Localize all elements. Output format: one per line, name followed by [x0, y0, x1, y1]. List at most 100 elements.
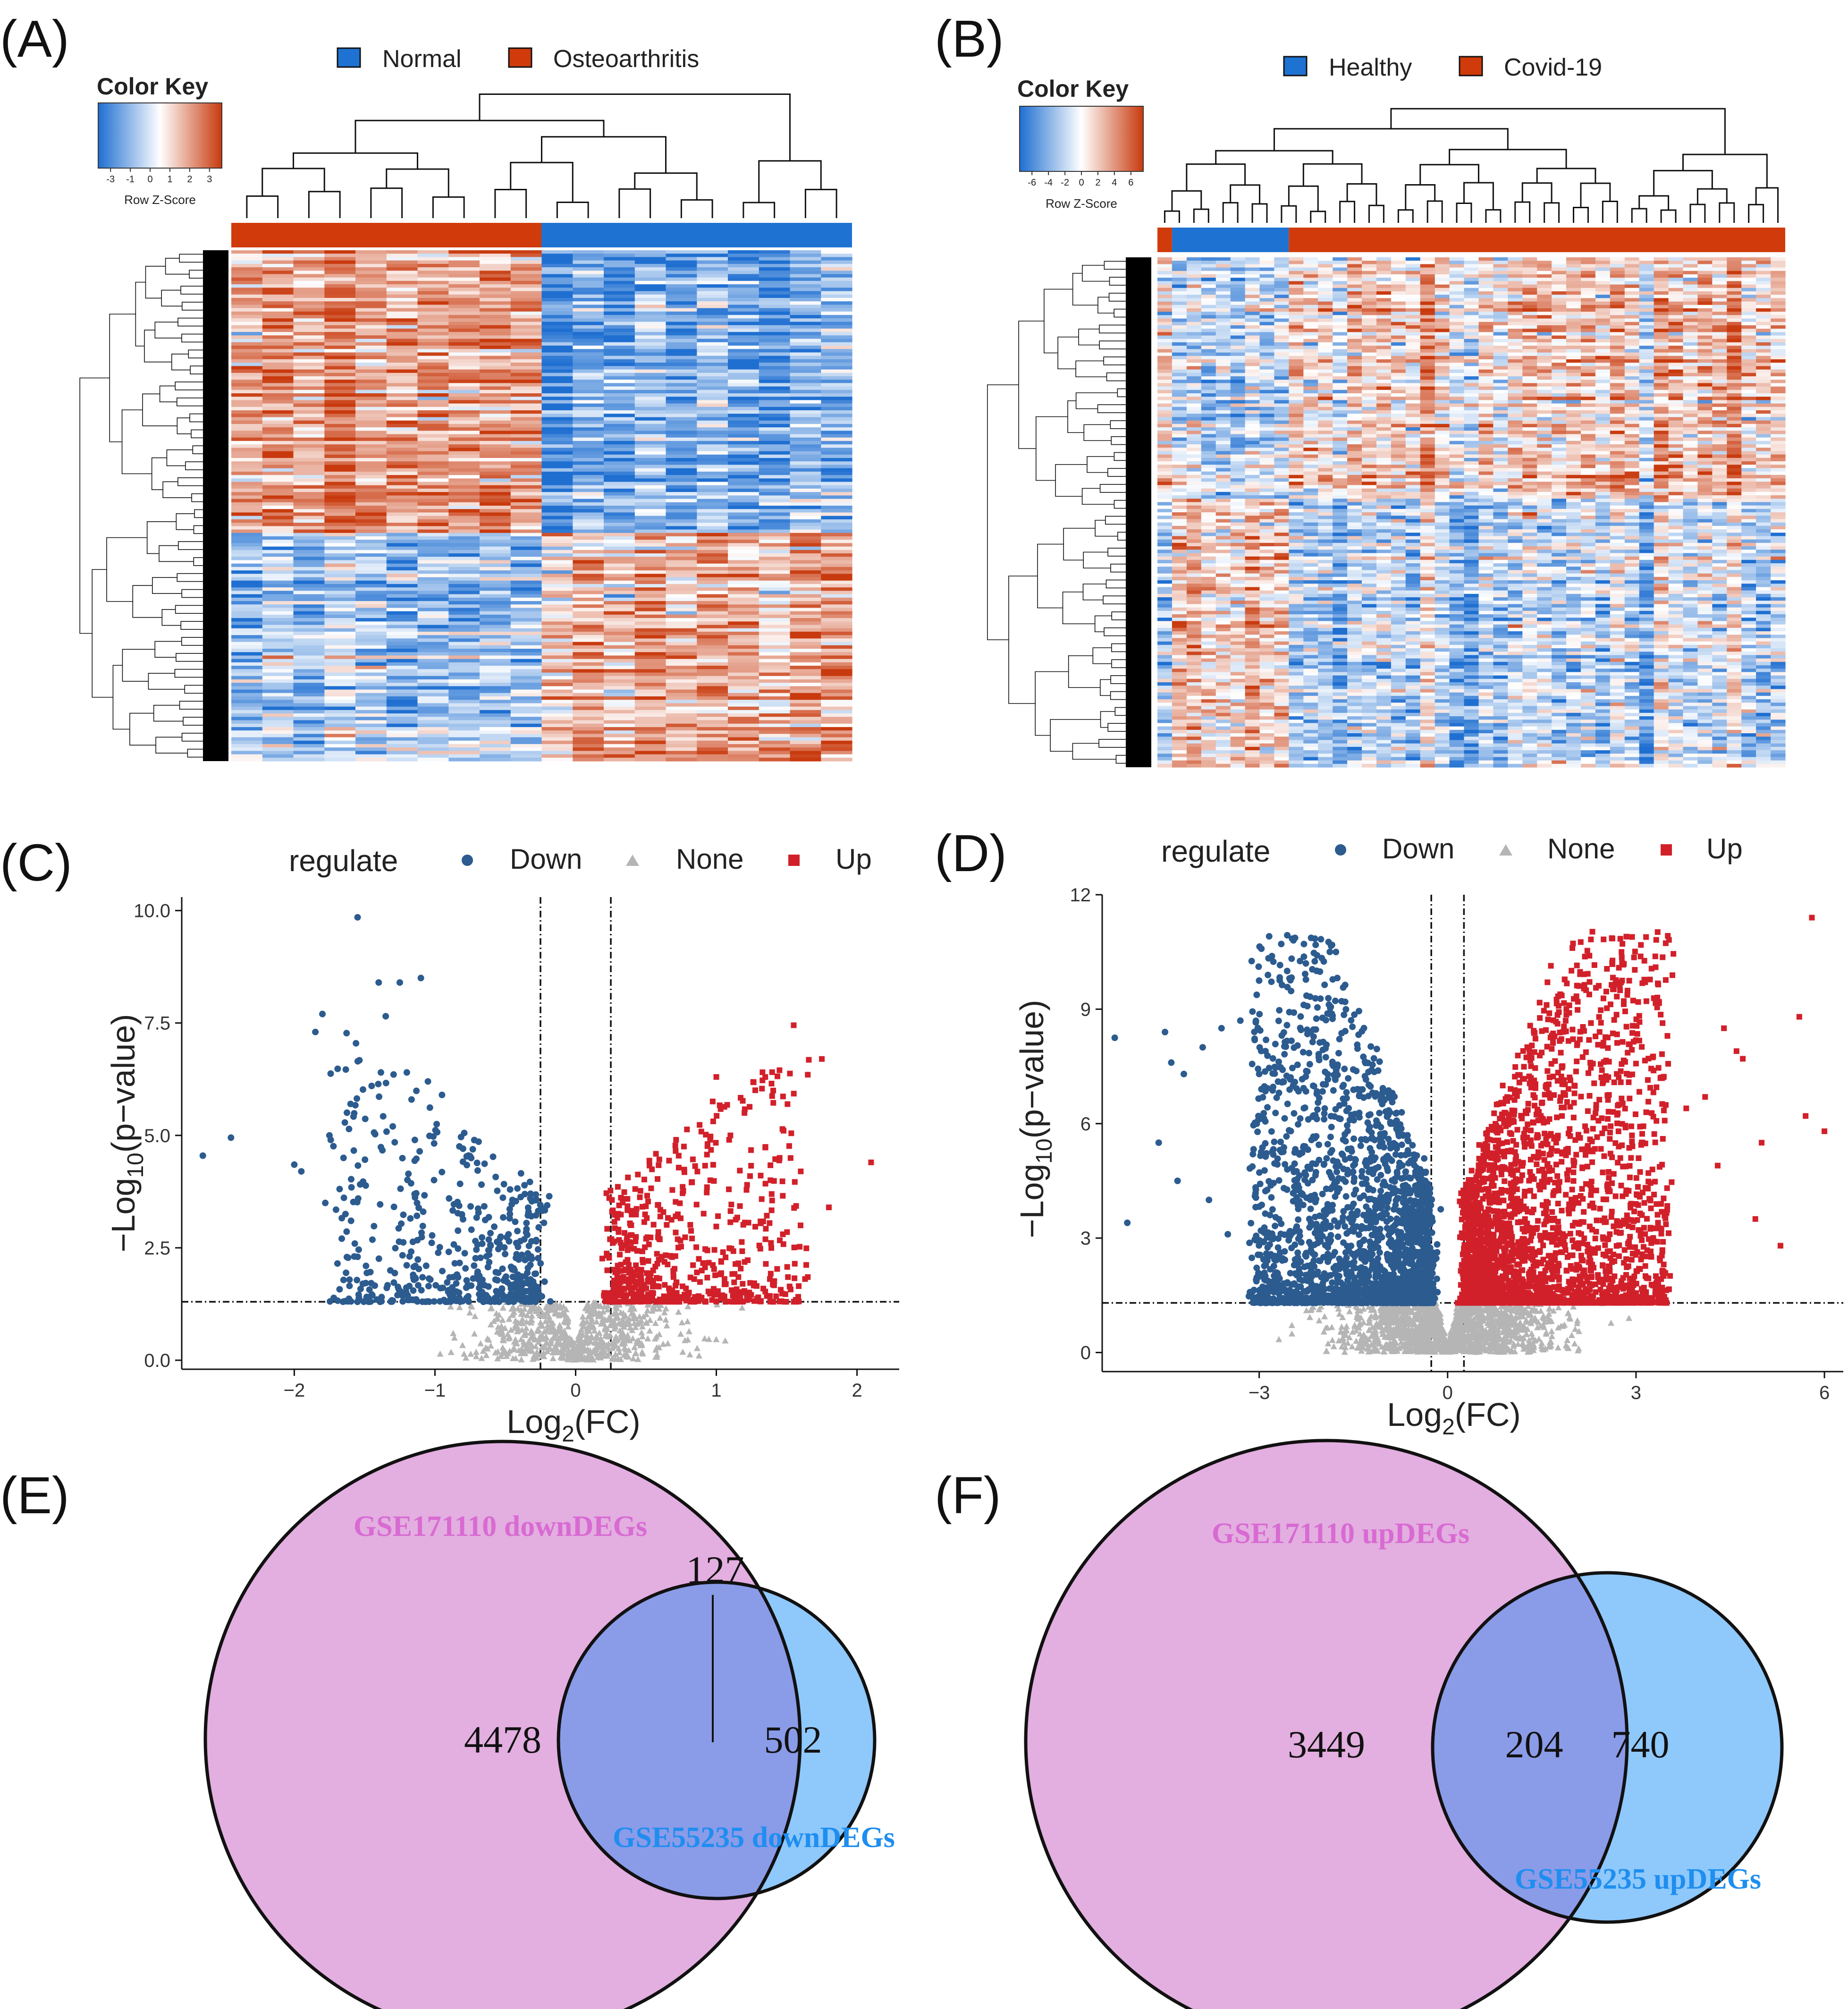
heatmap-cell: [387, 686, 418, 690]
heatmap-cell: [418, 690, 449, 694]
heatmap-cell: [231, 254, 262, 257]
dendrogram-branch: [1111, 437, 1126, 445]
heatmap-cell: [1289, 285, 1304, 288]
heatmap-cell: [573, 669, 604, 673]
heatmap-cell: [1683, 271, 1698, 275]
dendrogram-branch: [1098, 297, 1114, 313]
heatmap-cell: [728, 482, 759, 486]
heatmap-cell: [418, 604, 449, 608]
heatmap-cell: [1187, 281, 1202, 285]
heatmap-cell: [262, 570, 294, 574]
heatmap-cell: [790, 472, 821, 475]
heatmap-cell: [821, 472, 852, 475]
heatmap-cell: [1566, 305, 1581, 309]
heatmap-cell: [355, 679, 387, 683]
heatmap-cell: [1595, 278, 1611, 281]
heatmap-cell: [324, 267, 355, 271]
heatmap-cell: [666, 390, 697, 394]
heatmap-cell: [294, 577, 325, 581]
heatmap-cell: [759, 301, 790, 305]
heatmap-cell: [604, 516, 635, 520]
heatmap-cell: [448, 700, 480, 704]
dendrogram-branch: [154, 705, 183, 721]
heatmap-cell: [542, 659, 573, 663]
dendrogram-branch: [1347, 184, 1376, 205]
heatmap-cell: [387, 434, 418, 438]
heatmap-cell: [1771, 257, 1786, 261]
heatmap-cell: [418, 550, 449, 554]
heatmap-cell: [387, 696, 418, 700]
heatmap-cell: [387, 598, 418, 602]
heatmap-cell: [262, 261, 294, 264]
heatmap-cell: [666, 458, 697, 462]
heatmap-cell: [324, 550, 355, 554]
heatmap-cell: [759, 625, 790, 629]
heatmap-cell: [790, 741, 821, 745]
heatmap-cell: [355, 427, 387, 431]
heatmap-cell: [728, 407, 759, 411]
heatmap-cell: [728, 720, 759, 724]
heatmap-cell: [1669, 312, 1684, 315]
heatmap-cell: [759, 363, 790, 366]
heatmap-cell: [573, 281, 604, 285]
heatmap-cell: [1625, 285, 1640, 288]
heatmap-cell: [387, 577, 418, 581]
heatmap-cell: [1537, 295, 1552, 298]
heatmap-cell: [542, 649, 573, 653]
heatmap-cell: [790, 564, 821, 568]
heatmap-cell: [821, 567, 852, 571]
heatmap-cell: [355, 257, 387, 261]
dendrogram-branch: [80, 378, 110, 634]
heatmap-cell: [294, 281, 325, 285]
heatmap-cell: [573, 342, 604, 346]
heatmap-cell: [790, 516, 821, 520]
heatmap-cell: [759, 349, 790, 353]
dendrogram-branch: [1116, 755, 1126, 763]
heatmap-cell: [542, 700, 573, 704]
heatmap-cell: [1683, 302, 1698, 305]
heatmap-cell: [1741, 264, 1756, 268]
heatmap-cell: [635, 645, 666, 649]
heatmap-cell: [231, 523, 262, 526]
heatmap-cell: [542, 652, 573, 656]
heatmap-cell: [418, 322, 449, 326]
heatmap-cell: [666, 700, 697, 704]
heatmap-cell: [573, 397, 604, 400]
heatmap-cell: [821, 349, 852, 353]
heatmap-cell: [1712, 268, 1727, 271]
heatmap-cell: [418, 278, 449, 281]
heatmap-cell: [294, 662, 325, 666]
heatmap-cell: [821, 509, 852, 513]
heatmap-cell: [728, 318, 759, 322]
heatmap-cell: [448, 649, 480, 653]
heatmap-cell: [542, 594, 573, 598]
heatmap-cell: [448, 478, 480, 482]
heatmap-cell: [821, 577, 852, 581]
heatmap-cell: [635, 564, 666, 568]
dendrogram-branch: [144, 330, 172, 362]
heatmap-cell: [697, 543, 728, 547]
dendrogram-branch: [113, 665, 129, 729]
heatmap-cell: [666, 604, 697, 608]
heatmap-cell: [1581, 305, 1596, 309]
heatmap-cell: [1654, 308, 1669, 312]
heatmap-cell: [294, 506, 325, 509]
heatmap-cell: [635, 642, 666, 646]
heatmap-cell: [1683, 308, 1698, 312]
heatmap-cell: [1187, 315, 1202, 319]
heatmap-cell: [448, 414, 480, 417]
heatmap-cell: [790, 267, 821, 271]
dendrogram-branch: [1690, 204, 1705, 223]
heatmap-cell: [448, 264, 480, 268]
heatmap-cell: [635, 288, 666, 291]
heatmap-cell: [697, 679, 728, 683]
heatmap-cell: [448, 427, 480, 431]
heatmap-cell: [231, 475, 262, 479]
heatmap-cell: [604, 652, 635, 656]
heatmap-cell: [418, 584, 449, 588]
heatmap-cell: [821, 581, 852, 585]
heatmap-cell: [1391, 312, 1406, 315]
heatmap-cell: [1581, 312, 1596, 315]
heatmap-cell: [542, 380, 573, 383]
heatmap-cell: [448, 533, 480, 537]
